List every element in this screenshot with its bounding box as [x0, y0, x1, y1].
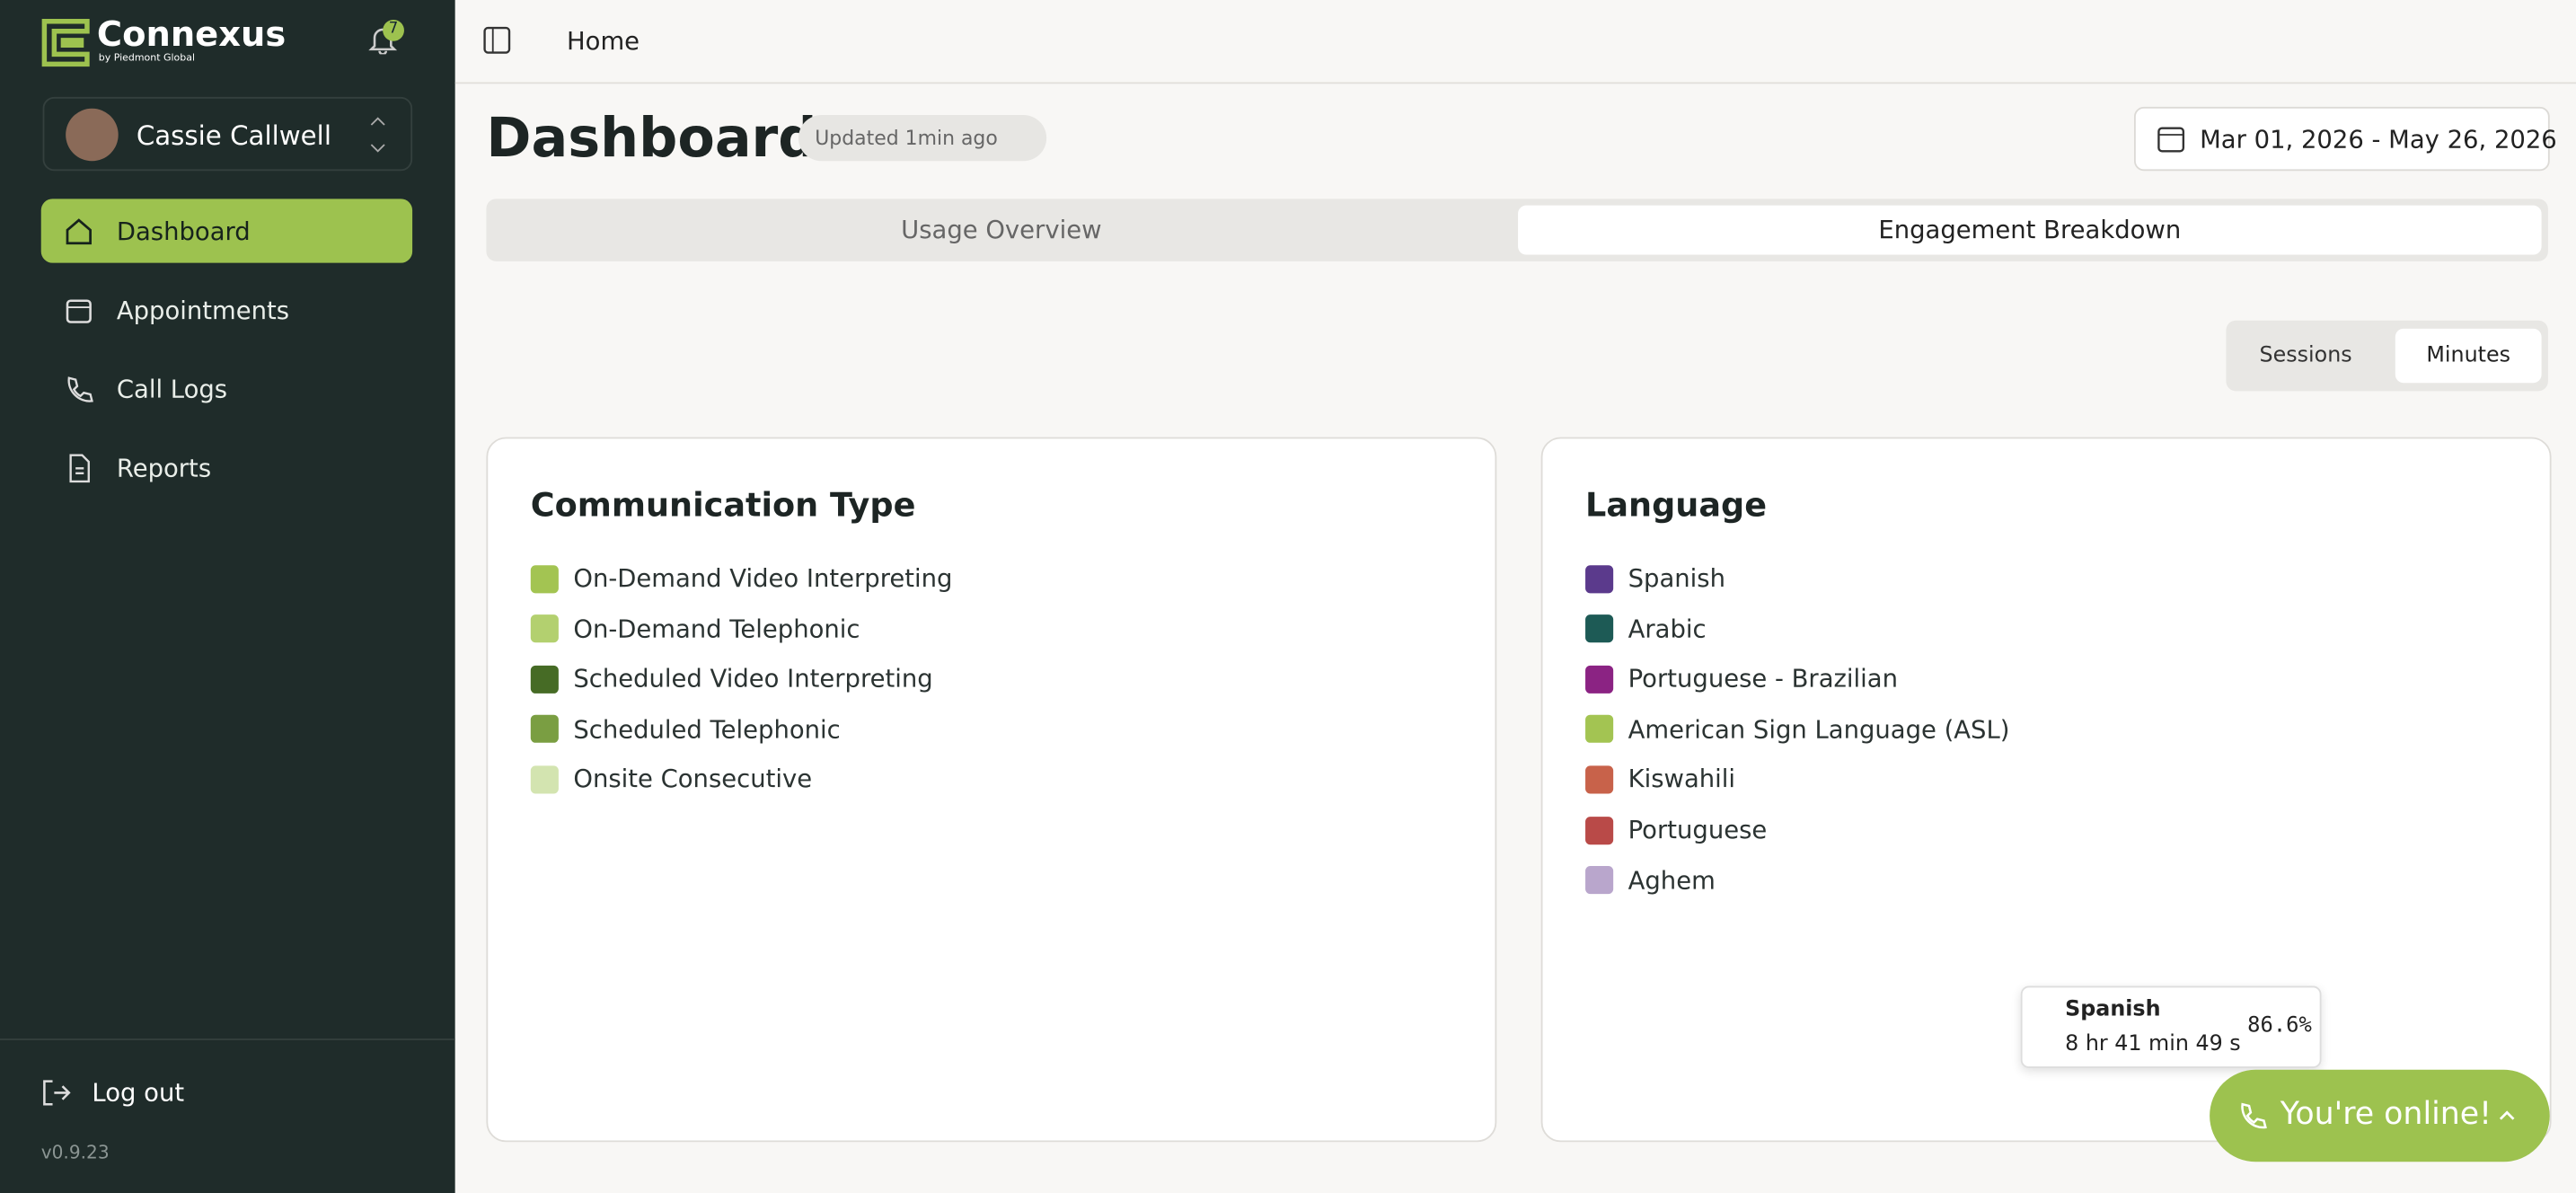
legend-item: American Sign Language (ASL) — [1585, 714, 2009, 744]
data-label: 86.6% — [2283, 962, 2358, 987]
tooltip-percent: 86.6% — [2247, 1013, 2312, 1039]
legend-label: Aghem — [1628, 865, 1716, 896]
data-label: 16.8% — [1024, 731, 1098, 756]
legend-item: Scheduled Video Interpreting — [530, 664, 933, 694]
legend-swatch — [1585, 765, 1614, 794]
legend-item: On-Demand Telephonic — [530, 614, 860, 644]
legend-swatch — [1585, 715, 1614, 744]
nav-label: Appointments — [116, 295, 290, 325]
logout-icon — [43, 1080, 71, 1106]
legend-label: On-Demand Video Interpreting — [573, 563, 953, 594]
status-button[interactable]: You're online! — [2210, 1069, 2550, 1162]
legend-swatch — [530, 614, 559, 643]
legend-label: Portuguese — [1628, 815, 1768, 845]
legend-swatch — [530, 564, 559, 593]
nav-dashboard[interactable]: Dashboard — [40, 199, 413, 263]
nav-label: Dashboard — [116, 216, 251, 246]
updated-text: Updated 1min ago — [815, 126, 998, 150]
legend-label: On-Demand Telephonic — [573, 614, 860, 644]
legend-item: Scheduled Telephonic — [530, 714, 841, 745]
tooltip-duration: 8 hr 41 min 49 s — [2065, 1031, 2241, 1057]
data-label: 38.5% — [1314, 757, 1389, 782]
legend-swatch — [530, 765, 559, 794]
legend-item: Portuguese - Brazilian — [1585, 664, 1898, 694]
legend-item: Onsite Consecutive — [530, 764, 813, 795]
legend-label: Onsite Consecutive — [573, 764, 813, 795]
legend-item: Kiswahili — [1585, 764, 1735, 794]
tabs: Usage Overview Engagement Breakdown — [486, 199, 2548, 261]
logo-icon — [41, 19, 90, 67]
legend-item: Arabic — [1585, 614, 1707, 643]
toggle-option[interactable]: Sessions — [2259, 343, 2352, 368]
legend-swatch — [530, 715, 559, 744]
user-switcher[interactable]: Cassie Callwell — [42, 96, 413, 172]
data-label: 7.6% — [1127, 658, 1187, 683]
tooltip: Spanish 8 hr 41 min 49 s 86.6% — [2020, 985, 2322, 1068]
brand: Connexus — [96, 14, 287, 55]
legend-label: Scheduled Video Interpreting — [573, 664, 933, 694]
tab[interactable]: Usage Overview — [901, 215, 1102, 245]
topbar: Home — [454, 0, 2576, 84]
nav-label: Call Logs — [116, 374, 228, 404]
nav-appointments[interactable]: Appointments — [41, 278, 412, 341]
date-range: Mar 01, 2026 - May 26, 2026 — [2200, 125, 2557, 155]
logout[interactable]: Log out — [92, 1077, 185, 1108]
legend-swatch — [1585, 816, 1614, 844]
legend-label: Kiswahili — [1628, 764, 1736, 795]
tab-active[interactable]: Engagement Breakdown — [1518, 205, 2542, 255]
legend-swatch — [1585, 614, 1614, 643]
legend-item: Spanish — [1585, 563, 1725, 593]
nav-reports[interactable]: Reports — [41, 436, 412, 499]
legend-label: American Sign Language (ASL) — [1628, 714, 2010, 745]
legend-swatch — [530, 665, 559, 694]
data-label: 36.7% — [1095, 961, 1169, 986]
tooltip-label: Spanish — [2065, 997, 2161, 1022]
user-name: Cassie Callwell — [136, 119, 331, 152]
page-title: Dashboard — [486, 105, 817, 170]
chart-title: Language — [1585, 484, 1768, 525]
status-text: You're online! — [2280, 1096, 2492, 1133]
legend-item: Aghem — [1585, 865, 1716, 895]
donut-chart: 38.5% 36.7% 16.8% 7.6% — [1024, 658, 1389, 986]
chart-title: Communication Type — [530, 484, 916, 525]
version: v0.9.23 — [40, 1142, 110, 1164]
breadcrumb: Home — [567, 26, 640, 57]
legend-swatch — [1585, 665, 1614, 694]
data-label: 8.7% — [2138, 678, 2197, 703]
avatar — [66, 108, 119, 162]
legend-label: Scheduled Telephonic — [573, 714, 841, 745]
brand-sub: by Piedmont Global — [98, 52, 196, 65]
sidebar-toggle[interactable] — [483, 26, 511, 54]
legend-swatch — [1585, 564, 1614, 593]
metric-toggle: Sessions Minutes — [2226, 320, 2548, 392]
chevrons — [370, 117, 385, 153]
chart-card: Communication Type On-Demand Video Interp… — [486, 437, 1497, 1143]
legend-label: Portuguese - Brazilian — [1628, 664, 1898, 694]
nav-call-logs[interactable]: Call Logs — [41, 357, 412, 420]
date-picker[interactable]: Mar 01, 2026 - May 26, 2026 — [2133, 106, 2557, 172]
legend-swatch — [1585, 866, 1614, 895]
sidebar: Connexus by Piedmont Global 7 Cassie Cal… — [0, 0, 455, 1193]
donut-chart: 86.6% 8.7% — [2138, 678, 2358, 987]
updated-badge[interactable]: Updated 1min ago — [798, 115, 1047, 162]
legend-item: On-Demand Video Interpreting — [530, 563, 953, 594]
toggle-option-active[interactable]: Minutes — [2395, 328, 2542, 384]
legend-label: Spanish — [1628, 563, 1725, 594]
legend-item: Portuguese — [1585, 815, 1767, 844]
nav-label: Reports — [116, 452, 212, 482]
legend-label: Arabic — [1628, 614, 1707, 644]
notification-badge: 7 — [383, 19, 404, 41]
